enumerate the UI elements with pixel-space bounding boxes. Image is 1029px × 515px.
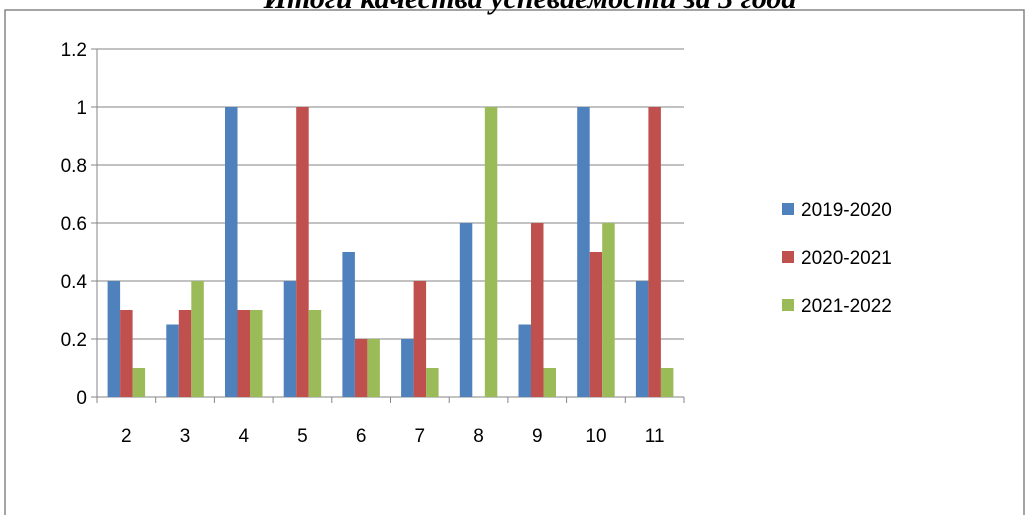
bar (354, 339, 368, 397)
x-tick-label: 10 (585, 426, 606, 447)
x-tick-labels: 2 3 4 5 6 7 8 9 10 11 (121, 426, 664, 447)
y-tick-label: 1 (76, 98, 87, 119)
bar (308, 310, 322, 397)
bar (648, 107, 661, 397)
x-tick-label: 5 (297, 426, 308, 447)
x-tick-label: 11 (645, 426, 665, 447)
legend-label: 2021-2022 (801, 296, 892, 317)
legend: 2019-2020 2020-2021 2021-2022 (782, 200, 892, 317)
bar (518, 324, 531, 397)
y-tick-label: 0.6 (61, 214, 87, 235)
bar (589, 252, 603, 397)
x-tick-label: 3 (180, 426, 191, 447)
bar (296, 107, 309, 397)
x-tick-label: 2 (121, 426, 132, 447)
y-tick-label: 1.2 (61, 40, 87, 61)
y-tick-label: 0.4 (61, 272, 88, 293)
bar (132, 368, 146, 397)
bar (426, 368, 439, 397)
bar (367, 339, 380, 397)
bar (250, 310, 263, 397)
y-tick-label: 0.8 (61, 156, 87, 177)
bar (237, 310, 250, 397)
legend-label: 2019-2020 (801, 200, 892, 221)
bar (459, 223, 473, 397)
legend-swatch (782, 251, 794, 263)
bar (401, 339, 414, 397)
bar (635, 281, 649, 397)
bar (531, 223, 544, 397)
bar (283, 281, 297, 397)
bar (342, 252, 355, 397)
bar (225, 107, 238, 397)
y-tick-label: 0 (76, 388, 87, 409)
bar (107, 281, 121, 397)
bar (577, 107, 590, 397)
bar (120, 310, 133, 397)
y-tick-label: 0.2 (61, 330, 87, 351)
legend-swatch (782, 203, 794, 215)
x-tick-label: 9 (532, 426, 543, 447)
legend-swatch (782, 299, 794, 311)
bar (413, 281, 427, 397)
y-tick-labels: 0 0.2 0.4 0.6 0.8 1 1.2 (61, 40, 88, 409)
chart-title: Итоги качества успеваемости за 3 года (263, 0, 797, 15)
bar (602, 223, 615, 397)
x-tick-label: 8 (473, 426, 484, 447)
bar (191, 281, 204, 397)
bars (107, 107, 674, 397)
bar (484, 107, 498, 397)
legend-label: 2020-2021 (801, 248, 892, 269)
chart-border (4, 9, 1025, 515)
bar (543, 368, 556, 397)
x-tick-label: 4 (238, 426, 249, 447)
bar (660, 368, 674, 397)
bar (166, 324, 179, 397)
x-tick-label: 6 (356, 426, 367, 447)
bar (178, 310, 192, 397)
x-tick-label: 7 (415, 426, 426, 447)
